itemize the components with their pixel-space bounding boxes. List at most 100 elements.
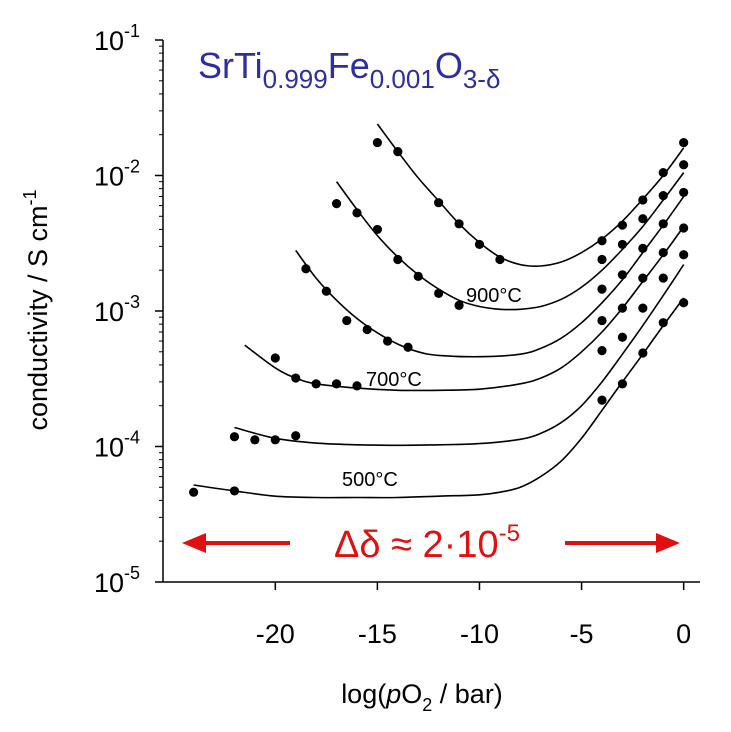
data-point <box>658 273 668 283</box>
data-point <box>393 147 403 157</box>
data-point <box>597 254 607 265</box>
data-point <box>229 486 240 496</box>
x-tick-label: -20 <box>256 619 295 649</box>
data-point <box>413 271 423 282</box>
data-point <box>383 336 393 346</box>
data-point <box>679 250 689 260</box>
x-title-post: / bar) <box>432 679 503 709</box>
data-point <box>679 223 689 233</box>
x-title-pre: log( <box>341 679 386 709</box>
data-point <box>638 243 648 253</box>
data-point <box>474 239 485 250</box>
data-point <box>679 298 689 308</box>
data-point <box>658 247 668 258</box>
formula-suffix: O <box>435 45 463 86</box>
data-point <box>495 254 505 265</box>
data-point <box>679 137 689 148</box>
fit-curve-2 <box>234 264 685 447</box>
label-500c: 500°C <box>342 469 398 491</box>
data-point <box>638 348 648 358</box>
formula-sub1: 0.999 <box>263 64 328 94</box>
y-axis-title: conductivity / S cm-1 <box>20 189 53 430</box>
arrow-right-head <box>656 533 680 553</box>
data-point <box>311 379 321 389</box>
formula-label: SrTi0.999Fe0.001O3-δ <box>198 45 500 94</box>
x-title-mid: O <box>401 679 422 709</box>
y-ticks: 10-1 10-2 10-3 10-4 10-5 <box>94 21 163 598</box>
x-axis-title: log(pO2 / bar) <box>341 679 503 715</box>
data-point <box>617 220 628 230</box>
data-point <box>597 395 607 405</box>
data-point <box>270 435 280 445</box>
data-point <box>352 208 362 218</box>
data-point <box>679 187 689 198</box>
data-point <box>658 318 668 328</box>
y-title-sup: -1 <box>20 189 40 205</box>
data-point <box>352 381 362 391</box>
delta-text-main: Δδ ≈ 2·10 <box>334 524 499 566</box>
y-title-main: conductivity / S cm <box>23 205 53 430</box>
y-tick-label: 10-2 <box>94 157 140 192</box>
data-points <box>189 137 689 497</box>
x-title-italic: p <box>385 679 401 709</box>
data-point <box>372 137 382 148</box>
y-tick-label: 10-4 <box>94 428 140 463</box>
label-900c: 900°C <box>466 285 522 307</box>
data-point <box>301 264 311 274</box>
arrow-left-head <box>182 533 206 553</box>
fit-curve-1 <box>193 297 685 499</box>
formula-sub3: 3-δ <box>463 64 501 94</box>
data-point <box>658 219 668 229</box>
data-point <box>189 487 199 497</box>
x-tick-label: -10 <box>460 619 499 649</box>
data-point <box>638 273 648 283</box>
formula-sub2: 0.001 <box>370 64 435 94</box>
x-title-sub: 2 <box>422 695 432 715</box>
data-point <box>617 332 628 342</box>
data-point <box>321 286 331 296</box>
data-point <box>434 198 444 208</box>
y-tick-label: 10-5 <box>94 563 140 598</box>
x-tick-label: -5 <box>570 619 594 649</box>
data-point <box>342 315 352 326</box>
fit-curves <box>193 123 685 499</box>
formula-mid: Fe <box>328 45 370 86</box>
x-tick-label: -15 <box>358 619 397 649</box>
y-tick-label: 10-1 <box>94 21 140 56</box>
data-point <box>597 315 607 326</box>
data-point <box>434 288 444 298</box>
data-point <box>270 353 280 363</box>
data-point <box>658 168 668 178</box>
data-point <box>331 379 342 389</box>
data-point <box>331 199 342 209</box>
x-ticks: -20 -15 -10 -5 0 <box>256 582 691 649</box>
y-tick-label: 10-3 <box>94 292 140 327</box>
fit-curve-3 <box>244 226 685 392</box>
delta-arrow: Δδ ≈ 2·10-5 <box>182 520 680 566</box>
data-point <box>403 342 413 352</box>
data-point <box>393 254 403 265</box>
data-point <box>597 284 607 294</box>
data-point <box>638 195 648 205</box>
data-point <box>617 379 628 389</box>
delta-text-sup: -5 <box>499 520 520 547</box>
data-point <box>617 239 628 250</box>
formula-prefix: SrTi <box>198 45 263 86</box>
data-point <box>679 160 689 170</box>
data-point <box>362 324 372 335</box>
delta-text: Δδ ≈ 2·10-5 <box>334 520 520 566</box>
fit-curve-6 <box>376 123 685 267</box>
x-tick-label: 0 <box>676 619 691 649</box>
data-point <box>229 432 240 442</box>
data-point <box>638 303 648 313</box>
data-point <box>291 373 301 383</box>
label-700c: 700°C <box>366 369 422 391</box>
data-point <box>597 236 607 246</box>
data-point <box>454 300 464 310</box>
data-point <box>291 431 301 441</box>
data-point <box>617 303 628 313</box>
data-point <box>658 191 668 201</box>
data-point <box>250 435 260 445</box>
data-point <box>638 214 648 224</box>
